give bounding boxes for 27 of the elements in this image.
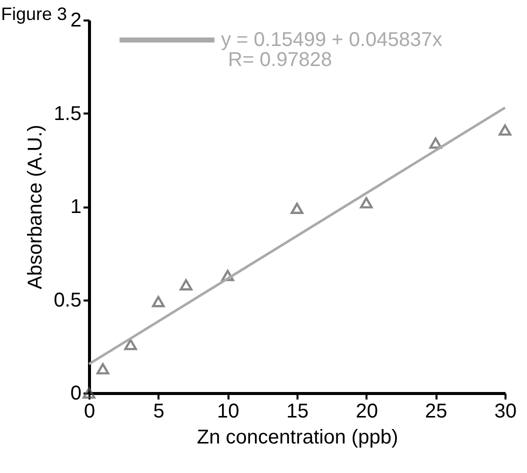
y-tick-label: 1.5 xyxy=(54,102,82,125)
annotation: R= 0.97828 xyxy=(228,49,332,71)
x-tick-label: 20 xyxy=(356,400,378,422)
legend-label: y = 0.15499 + 0.045837x xyxy=(221,29,442,51)
point xyxy=(180,279,192,290)
point xyxy=(429,137,442,149)
point xyxy=(96,363,110,374)
y-tick-label: 1 xyxy=(70,196,82,218)
point xyxy=(290,202,304,214)
x-tick-label: 15 xyxy=(286,400,309,422)
point xyxy=(82,387,96,399)
point xyxy=(498,124,512,136)
x-tick-label: 5 xyxy=(153,400,164,422)
point xyxy=(152,296,165,308)
y-tick-label: 0.5 xyxy=(54,289,82,312)
x-axis-title: Zn concentration (ppb) xyxy=(196,426,398,448)
y-tick-label: 2 xyxy=(70,10,82,32)
x-tick-label: 30 xyxy=(494,400,517,422)
point xyxy=(360,197,373,208)
y-axis-title: Absorbance (A.U.) xyxy=(24,124,47,290)
point xyxy=(221,270,234,282)
y-tick-label: 0 xyxy=(70,382,82,404)
point xyxy=(124,338,137,350)
x-tick-label: 10 xyxy=(217,400,240,422)
x-tick-label: 0 xyxy=(84,400,96,422)
chart-title: Figure 3 xyxy=(1,4,68,24)
x-tick-label: 25 xyxy=(425,400,448,422)
